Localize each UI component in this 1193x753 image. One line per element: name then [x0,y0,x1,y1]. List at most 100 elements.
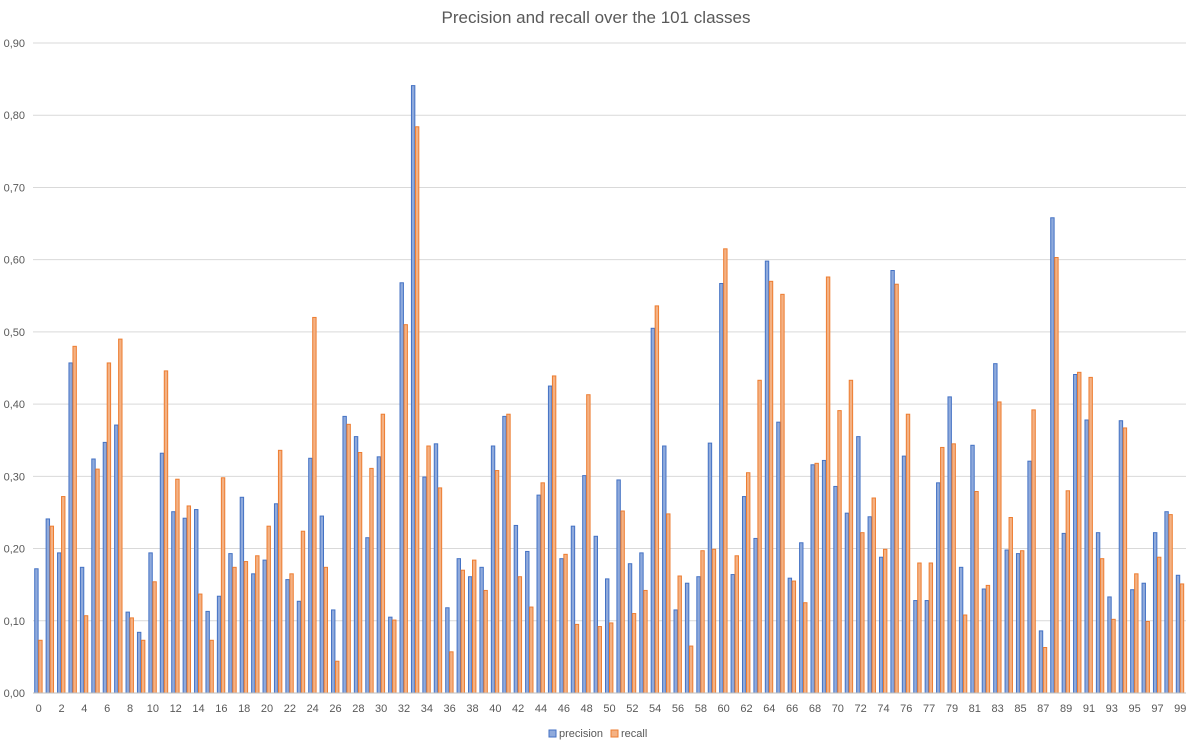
legend-label-precision: precision [559,728,603,740]
y-tick-label: 0,70 [4,182,25,194]
x-tick-label: 81 [969,703,981,715]
bar-recall-44 [540,482,545,694]
x-tick-label: 46 [558,703,570,715]
bar-precision-95 [1118,420,1124,694]
bar-recall-98 [1156,556,1162,694]
bar-precision-52 [627,563,633,694]
bar-precision-68 [810,464,815,694]
x-tick-label: 36 [444,703,456,715]
x-tick-label: 12 [170,703,182,715]
bar-recall-73 [871,497,876,694]
bar-recall-10 [152,581,157,694]
x-tick-label: 44 [535,703,547,715]
bar-recall-35 [437,487,443,694]
bar-precision-98 [1152,532,1158,694]
bar-precision-94 [1107,596,1112,694]
bar-recall-6 [106,362,112,694]
y-tick-label: 0,90 [4,38,25,50]
bar-precision-41 [502,415,507,694]
bar-recall-29 [369,467,374,694]
bar-recall-86 [1019,550,1025,694]
x-tick-label: 8 [127,703,133,715]
bar-recall-33 [414,126,420,694]
bar-precision-96 [1130,589,1135,694]
bar-recall-93 [1099,558,1105,694]
bar-precision-11 [159,452,165,694]
bar-precision-60 [719,283,724,694]
bar-precision-22 [285,579,290,694]
bar-recall-62 [745,472,751,694]
bar-recall-46 [563,553,568,694]
bar-precision-48 [582,475,587,694]
x-tick-label: 56 [672,703,684,715]
bar-recall-81 [962,614,968,694]
bar-recall-56 [677,575,682,694]
bar-precision-50 [605,578,610,694]
x-tick-label: 48 [581,703,593,715]
bar-precision-58 [696,576,701,694]
bar-precision-21 [273,503,279,694]
x-tick-label: 97 [1151,703,1163,715]
legend-swatch-recall [610,729,619,738]
bar-precision-25 [319,515,325,694]
bar-recall-3 [72,345,77,694]
bar-recall-26 [335,660,340,694]
bar-recall-23 [300,530,306,694]
bar-recall-68 [814,462,819,694]
x-axis-tick-labels: 0 2 4 6 8 10 12 14 16 18 20 22 24 26 28 30 32 34 36 38 40 42 4… [36,703,1187,715]
bar-precision-24 [308,457,313,694]
bar-recall-11 [163,370,169,694]
bar-precision-10 [148,552,153,694]
x-tick-label: 0 [36,703,42,715]
bar-precision-3 [68,362,73,694]
bar-recall-64 [768,280,774,694]
x-tick-label: 58 [695,703,707,715]
bar-recall-38 [472,559,477,694]
bar-precision-66 [787,577,793,694]
bar-recall-47 [574,623,580,694]
bar-recall-30 [380,413,386,694]
bar-precision-75 [890,270,895,694]
bar-precision-99 [1164,511,1169,694]
bar-recall-85 [1008,517,1013,694]
bar-precision-86 [1015,553,1021,694]
bar-precision-87 [1027,460,1032,694]
legend-swatch-precision [548,729,557,738]
bar-recall-78 [928,562,934,694]
bar-recall-18 [243,561,249,694]
bar-precision-90 [1061,532,1067,694]
bar-precision-73 [867,516,872,694]
x-tick-label: 52 [626,703,638,715]
bar-precision-65 [776,421,781,694]
bar-precision-13 [182,517,188,694]
bar-precision-63 [753,537,758,694]
bar-recall-50 [609,622,614,694]
x-tick-label: 54 [649,703,661,715]
bar-recall-14 [198,593,203,694]
bar-recall-66 [791,580,797,694]
bar-precision-37 [456,558,462,694]
bar-precision-4 [79,566,85,694]
bar-precision-81 [958,566,964,694]
bar-precision-55 [662,445,667,694]
bar-precision-1 [45,518,51,694]
bar-precision-67 [799,542,804,694]
bar-recall-39 [483,589,488,694]
bar-precision-70 [833,485,838,694]
bar-recall-63 [757,379,762,694]
bar-precision-43 [525,550,530,694]
bar-recall-25 [323,566,329,694]
x-tick-label: 85 [1014,703,1026,715]
bar-precision-69 [821,459,827,694]
y-tick-label: 0,20 [4,544,25,556]
x-tick-label: 22 [284,703,296,715]
bar-recall-96 [1134,573,1139,694]
bar-recall-91 [1077,371,1082,694]
bar-recall-45 [551,375,557,694]
bar-recall-57 [688,645,694,694]
y-tick-label: 0,00 [4,688,25,700]
x-tick-label: 62 [740,703,752,715]
bar-precision-8 [125,611,130,694]
bar-recall-77 [917,562,922,694]
x-tick-label: 38 [466,703,478,715]
